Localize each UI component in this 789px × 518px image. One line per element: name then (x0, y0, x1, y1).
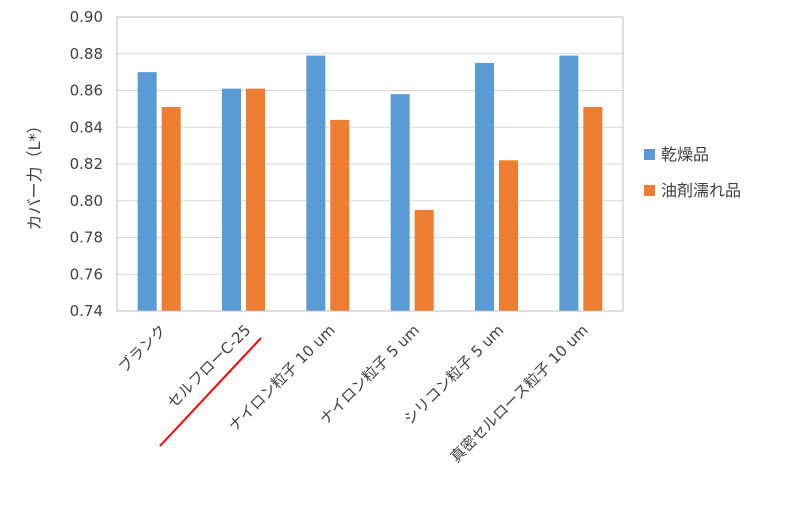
bar (475, 62, 494, 311)
x-category-label: 真密セルロース粒子 10 um (447, 321, 592, 466)
plot-area-border (116, 16, 624, 312)
annotation-underline (159, 337, 262, 447)
bars (137, 55, 603, 312)
y-axis-ticks: 0.74 0.76 0.78 0.80 0.82 0.84 0.86 0.88 0.90 (70, 8, 103, 320)
y-axis-title: カバー力（L*） (25, 118, 44, 231)
x-category-label: ブランク (115, 321, 170, 376)
legend-swatch (644, 149, 655, 160)
bar (246, 88, 265, 311)
bar (499, 160, 518, 311)
y-tick-label: 0.80 (70, 192, 103, 210)
bar (330, 119, 350, 312)
bar (583, 107, 603, 311)
y-tick-label: 0.86 (70, 82, 103, 100)
bar (559, 55, 579, 312)
y-tick-label: 0.84 (70, 118, 103, 136)
y-tick-label: 0.90 (70, 8, 103, 26)
legend-label: 油剤濡れ品 (661, 181, 741, 200)
y-tick-label: 0.82 (70, 155, 103, 173)
y-tick-label: 0.78 (70, 229, 103, 247)
gridlines (117, 16, 623, 312)
y-tick-label: 0.88 (70, 45, 103, 63)
bar (390, 94, 410, 311)
legend-swatch (644, 185, 655, 196)
legend-label: 乾燥品 (661, 145, 709, 164)
y-tick-label: 0.76 (70, 265, 103, 283)
x-category-label: セルフローC-25 (164, 321, 254, 411)
bar (161, 107, 181, 311)
y-tick-label: 0.74 (70, 302, 103, 320)
bar (306, 55, 326, 312)
bar (414, 209, 434, 311)
bar (137, 72, 157, 311)
bar (222, 88, 241, 311)
